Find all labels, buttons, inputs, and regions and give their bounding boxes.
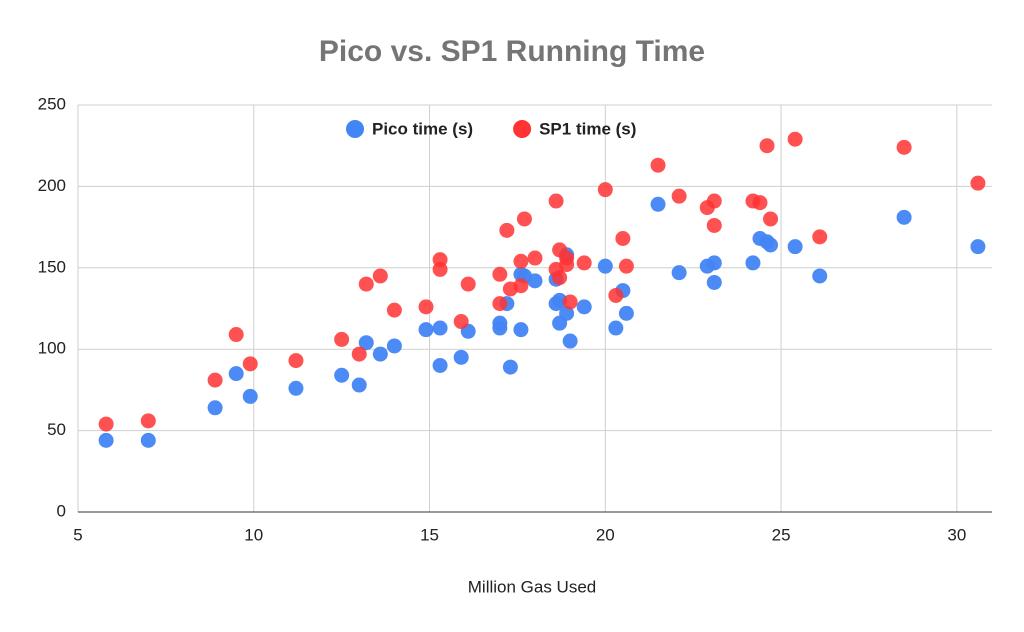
point bbox=[358, 276, 374, 292]
point bbox=[576, 255, 592, 271]
point bbox=[970, 175, 986, 191]
point bbox=[207, 372, 223, 388]
point bbox=[372, 346, 388, 362]
point bbox=[618, 258, 634, 274]
point bbox=[812, 229, 828, 245]
point bbox=[351, 346, 367, 362]
point bbox=[386, 302, 402, 318]
point bbox=[548, 193, 564, 209]
point bbox=[527, 273, 543, 289]
x-axis-title: Million Gas Used bbox=[468, 577, 597, 596]
point bbox=[288, 353, 304, 369]
point bbox=[706, 255, 722, 271]
point bbox=[432, 357, 448, 373]
legend-marker bbox=[513, 120, 532, 138]
point bbox=[576, 299, 592, 315]
point bbox=[671, 188, 687, 204]
point bbox=[140, 413, 156, 429]
point bbox=[432, 320, 448, 336]
point bbox=[228, 366, 244, 382]
point bbox=[242, 356, 258, 372]
point bbox=[615, 230, 631, 246]
point bbox=[562, 333, 578, 349]
y-tick-label: 50 bbox=[47, 420, 66, 439]
legend-label: Pico time (s) bbox=[372, 119, 473, 138]
point bbox=[706, 193, 722, 209]
point bbox=[752, 195, 768, 211]
point bbox=[812, 268, 828, 284]
point bbox=[288, 380, 304, 396]
legend-marker bbox=[346, 120, 364, 138]
point bbox=[502, 359, 518, 375]
point bbox=[706, 217, 722, 233]
point bbox=[608, 287, 624, 303]
point bbox=[608, 320, 624, 336]
x-tick-label: 30 bbox=[947, 525, 966, 544]
point bbox=[492, 296, 508, 312]
point bbox=[559, 305, 575, 321]
y-tick-label: 250 bbox=[38, 94, 66, 113]
point bbox=[562, 294, 578, 310]
point bbox=[372, 268, 388, 284]
point bbox=[418, 322, 434, 338]
point bbox=[671, 265, 687, 281]
point bbox=[650, 157, 666, 173]
point bbox=[787, 239, 803, 255]
point bbox=[453, 349, 469, 365]
point bbox=[453, 314, 469, 330]
point bbox=[207, 400, 223, 416]
point bbox=[334, 367, 350, 383]
point bbox=[358, 335, 374, 351]
point bbox=[98, 416, 114, 432]
point bbox=[597, 258, 613, 274]
point bbox=[513, 253, 529, 269]
point bbox=[763, 211, 779, 227]
point bbox=[618, 305, 634, 321]
y-tick-label: 150 bbox=[38, 257, 66, 276]
x-tick-label: 20 bbox=[596, 525, 615, 544]
point bbox=[228, 327, 244, 343]
point bbox=[527, 250, 543, 266]
point bbox=[98, 432, 114, 448]
point bbox=[513, 322, 529, 338]
point bbox=[759, 138, 775, 154]
point bbox=[650, 196, 666, 212]
point bbox=[513, 278, 529, 294]
point bbox=[140, 432, 156, 448]
point bbox=[763, 237, 779, 253]
point bbox=[351, 377, 367, 393]
point bbox=[516, 211, 532, 227]
point bbox=[597, 182, 613, 198]
point bbox=[745, 255, 761, 271]
point bbox=[334, 331, 350, 347]
y-tick-label: 0 bbox=[57, 501, 66, 520]
point bbox=[896, 209, 912, 225]
point bbox=[787, 131, 803, 147]
point bbox=[242, 388, 258, 404]
point bbox=[552, 270, 568, 286]
point bbox=[492, 320, 508, 336]
chart-title: Pico vs. SP1 Running Time bbox=[319, 35, 705, 68]
point bbox=[706, 274, 722, 290]
point bbox=[418, 299, 434, 315]
y-tick-label: 100 bbox=[38, 339, 66, 358]
point bbox=[460, 276, 476, 292]
point bbox=[970, 239, 986, 255]
point bbox=[499, 222, 515, 238]
point bbox=[432, 261, 448, 277]
point bbox=[559, 257, 575, 273]
point bbox=[896, 139, 912, 155]
point bbox=[492, 266, 508, 282]
x-tick-label: 15 bbox=[420, 525, 439, 544]
x-tick-label: 25 bbox=[772, 525, 791, 544]
y-tick-label: 200 bbox=[38, 176, 66, 195]
x-tick-label: 5 bbox=[73, 525, 82, 544]
legend-label: SP1 time (s) bbox=[539, 119, 636, 138]
x-tick-label: 10 bbox=[244, 525, 263, 544]
point bbox=[386, 338, 402, 354]
